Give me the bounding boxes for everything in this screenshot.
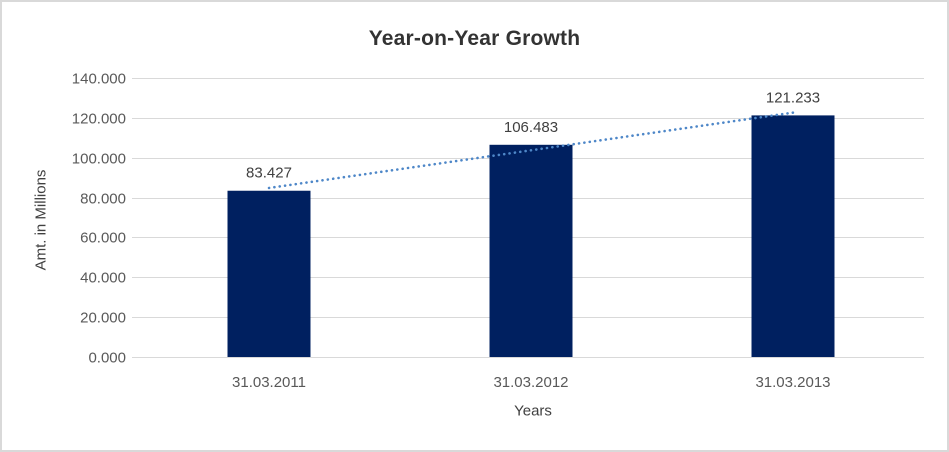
data-label: 83.427 [246,165,292,182]
data-label: 106.483 [504,119,558,136]
y-axis-tick-labels: 0.000 20.000 40.000 60.000 80.000 100.000 120.… [72,71,126,367]
y-tick-label: 0.000 [88,350,126,367]
linear-trendline [267,111,795,190]
y-axis-title: Amt. in Millions [32,169,50,271]
x-axis-tick-labels: 31.03.2011 31.03.2012 31.03.2013 [232,374,831,391]
y-tick-label: 40.000 [80,270,126,287]
y-tick-label: 20.000 [80,310,126,327]
x-tick-label: 31.03.2013 [755,374,830,391]
y-tick-label: 140.000 [72,71,126,88]
y-tick-label: 120.000 [72,111,126,128]
x-axis-title: Years [514,402,552,420]
data-label: 121.233 [766,89,820,106]
y-tick-label: 80.000 [80,191,126,208]
y-tick-label: 60.000 [80,230,126,247]
bars [227,115,835,357]
bar-31.03.2012 [489,144,573,357]
x-tick-label: 31.03.2011 [232,374,306,391]
bar-31.03.2013 [751,115,835,357]
bar-31.03.2011 [227,190,311,357]
chart-title: Year-on-Year Growth [368,27,581,50]
y-tick-label: 100.000 [72,151,126,168]
trendline [267,111,795,190]
x-tick-label: 31.03.2012 [493,374,568,391]
data-labels: 83.427 106.483 121.233 [246,89,820,181]
